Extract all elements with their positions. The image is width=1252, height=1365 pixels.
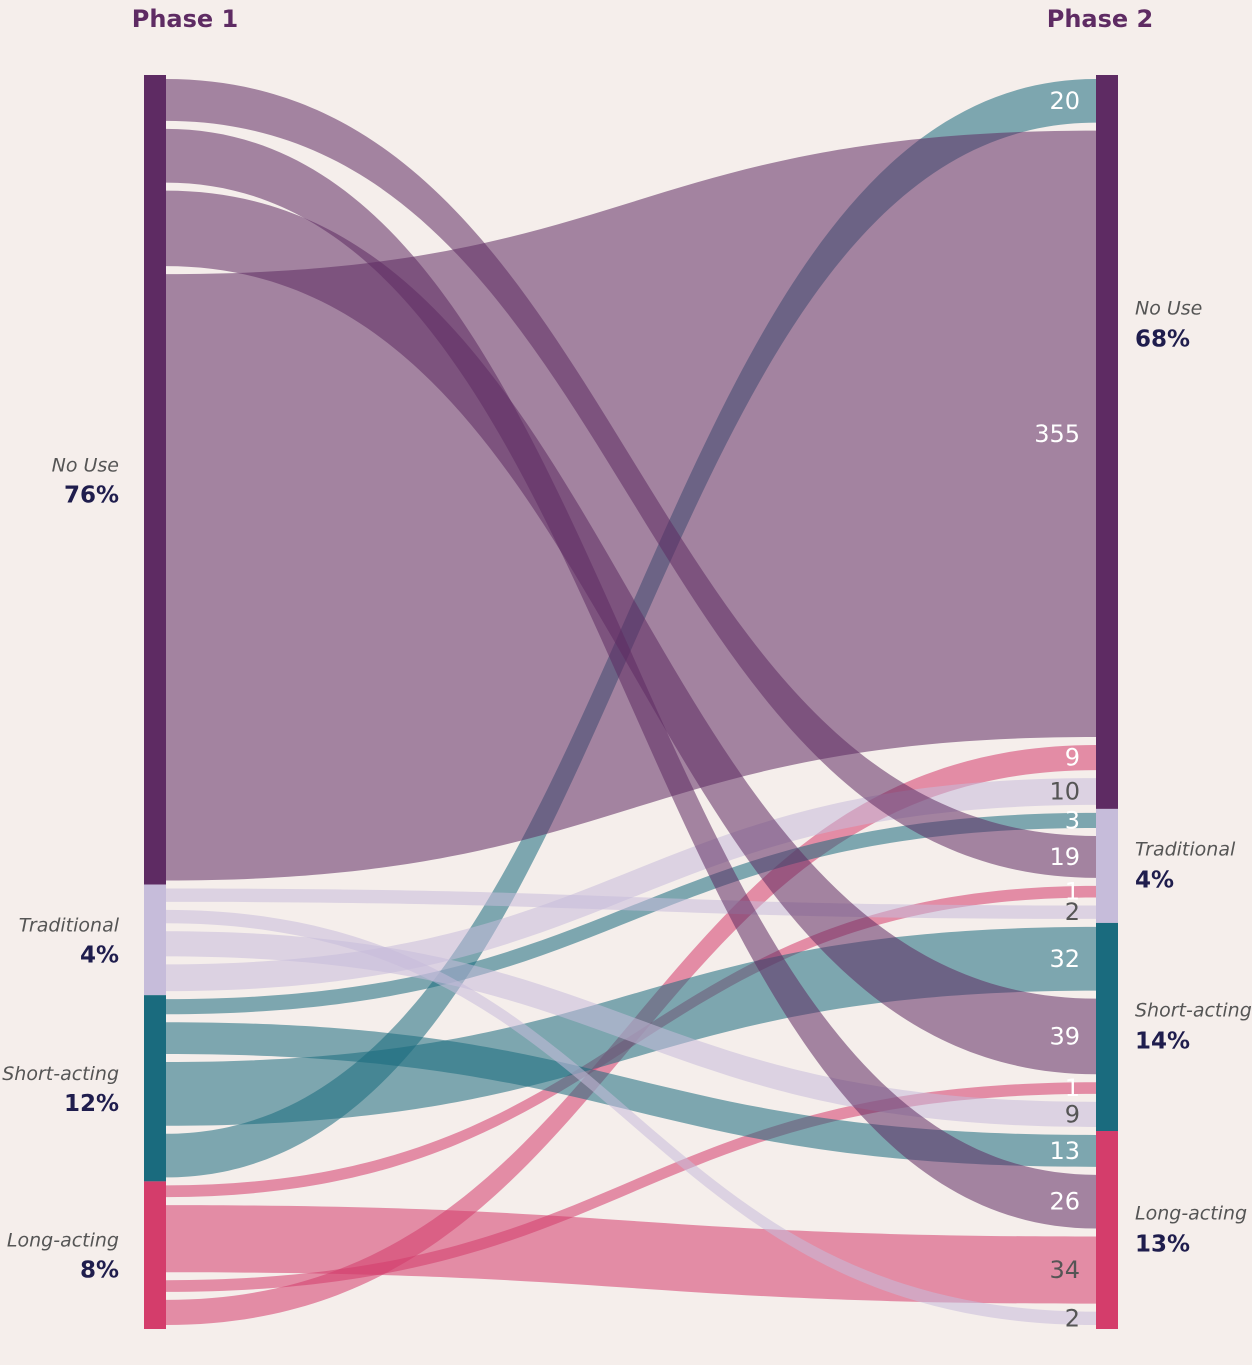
- flow-label: 26: [1049, 1188, 1080, 1216]
- flow: [166, 128, 1096, 1229]
- node-bar: [1096, 1131, 1118, 1329]
- node-percent: 8%: [80, 1258, 119, 1284]
- flow: [166, 909, 1096, 1325]
- flow-label: 20: [1049, 87, 1080, 115]
- flow-label: 13: [1049, 1137, 1080, 1165]
- node-label: Long-acting: [7, 1230, 119, 1252]
- node-label: Traditional: [19, 914, 120, 936]
- node-bar: [1096, 808, 1118, 923]
- flow-label: 1: [1065, 1074, 1080, 1102]
- flow: [166, 888, 1096, 919]
- flow-label: 355: [1034, 420, 1080, 448]
- node-percent: 4%: [80, 942, 119, 968]
- flow-label: 34: [1049, 1256, 1080, 1284]
- node-label: No Use: [1135, 298, 1202, 320]
- node-percent: 13%: [1135, 1232, 1190, 1258]
- flow-label: 10: [1049, 778, 1080, 806]
- flow-label: 39: [1049, 1022, 1080, 1050]
- flow: [166, 778, 1096, 992]
- flow-label: 19: [1049, 843, 1080, 871]
- node-bar: [144, 1181, 166, 1329]
- flow-label: 2: [1065, 1304, 1080, 1332]
- node-label: Short-acting: [2, 1063, 119, 1085]
- node-bar: [1096, 922, 1118, 1131]
- node-label: Long-acting: [1135, 1203, 1247, 1225]
- flow-label: 2: [1065, 898, 1080, 926]
- flow: [166, 1082, 1096, 1292]
- flow: [166, 931, 1096, 1127]
- flow-label: 3: [1065, 806, 1080, 834]
- node-percent: 68%: [1135, 327, 1190, 353]
- flow: [166, 190, 1096, 1075]
- stage-label: Phase 2: [1047, 5, 1154, 33]
- flow: [166, 79, 1096, 878]
- flow-label: 9: [1065, 1100, 1080, 1128]
- flow-label: 9: [1065, 744, 1080, 772]
- node-percent: 14%: [1135, 1028, 1190, 1054]
- node-bar: [144, 75, 166, 885]
- node-bar: [144, 995, 166, 1182]
- node-bar: [1096, 75, 1118, 809]
- node-label: Traditional: [1135, 838, 1236, 860]
- stage-label: Phase 1: [132, 5, 239, 33]
- node-label: Short-acting: [1135, 999, 1252, 1021]
- flow: [166, 812, 1096, 1015]
- flow-label: 1: [1065, 878, 1080, 906]
- node-bar: [144, 884, 166, 996]
- node-label: No Use: [52, 454, 119, 476]
- flow: [166, 1022, 1096, 1167]
- flow-label: 32: [1049, 945, 1080, 973]
- node-percent: 76%: [64, 482, 119, 508]
- node-percent: 4%: [1135, 867, 1174, 893]
- node-percent: 12%: [64, 1091, 119, 1117]
